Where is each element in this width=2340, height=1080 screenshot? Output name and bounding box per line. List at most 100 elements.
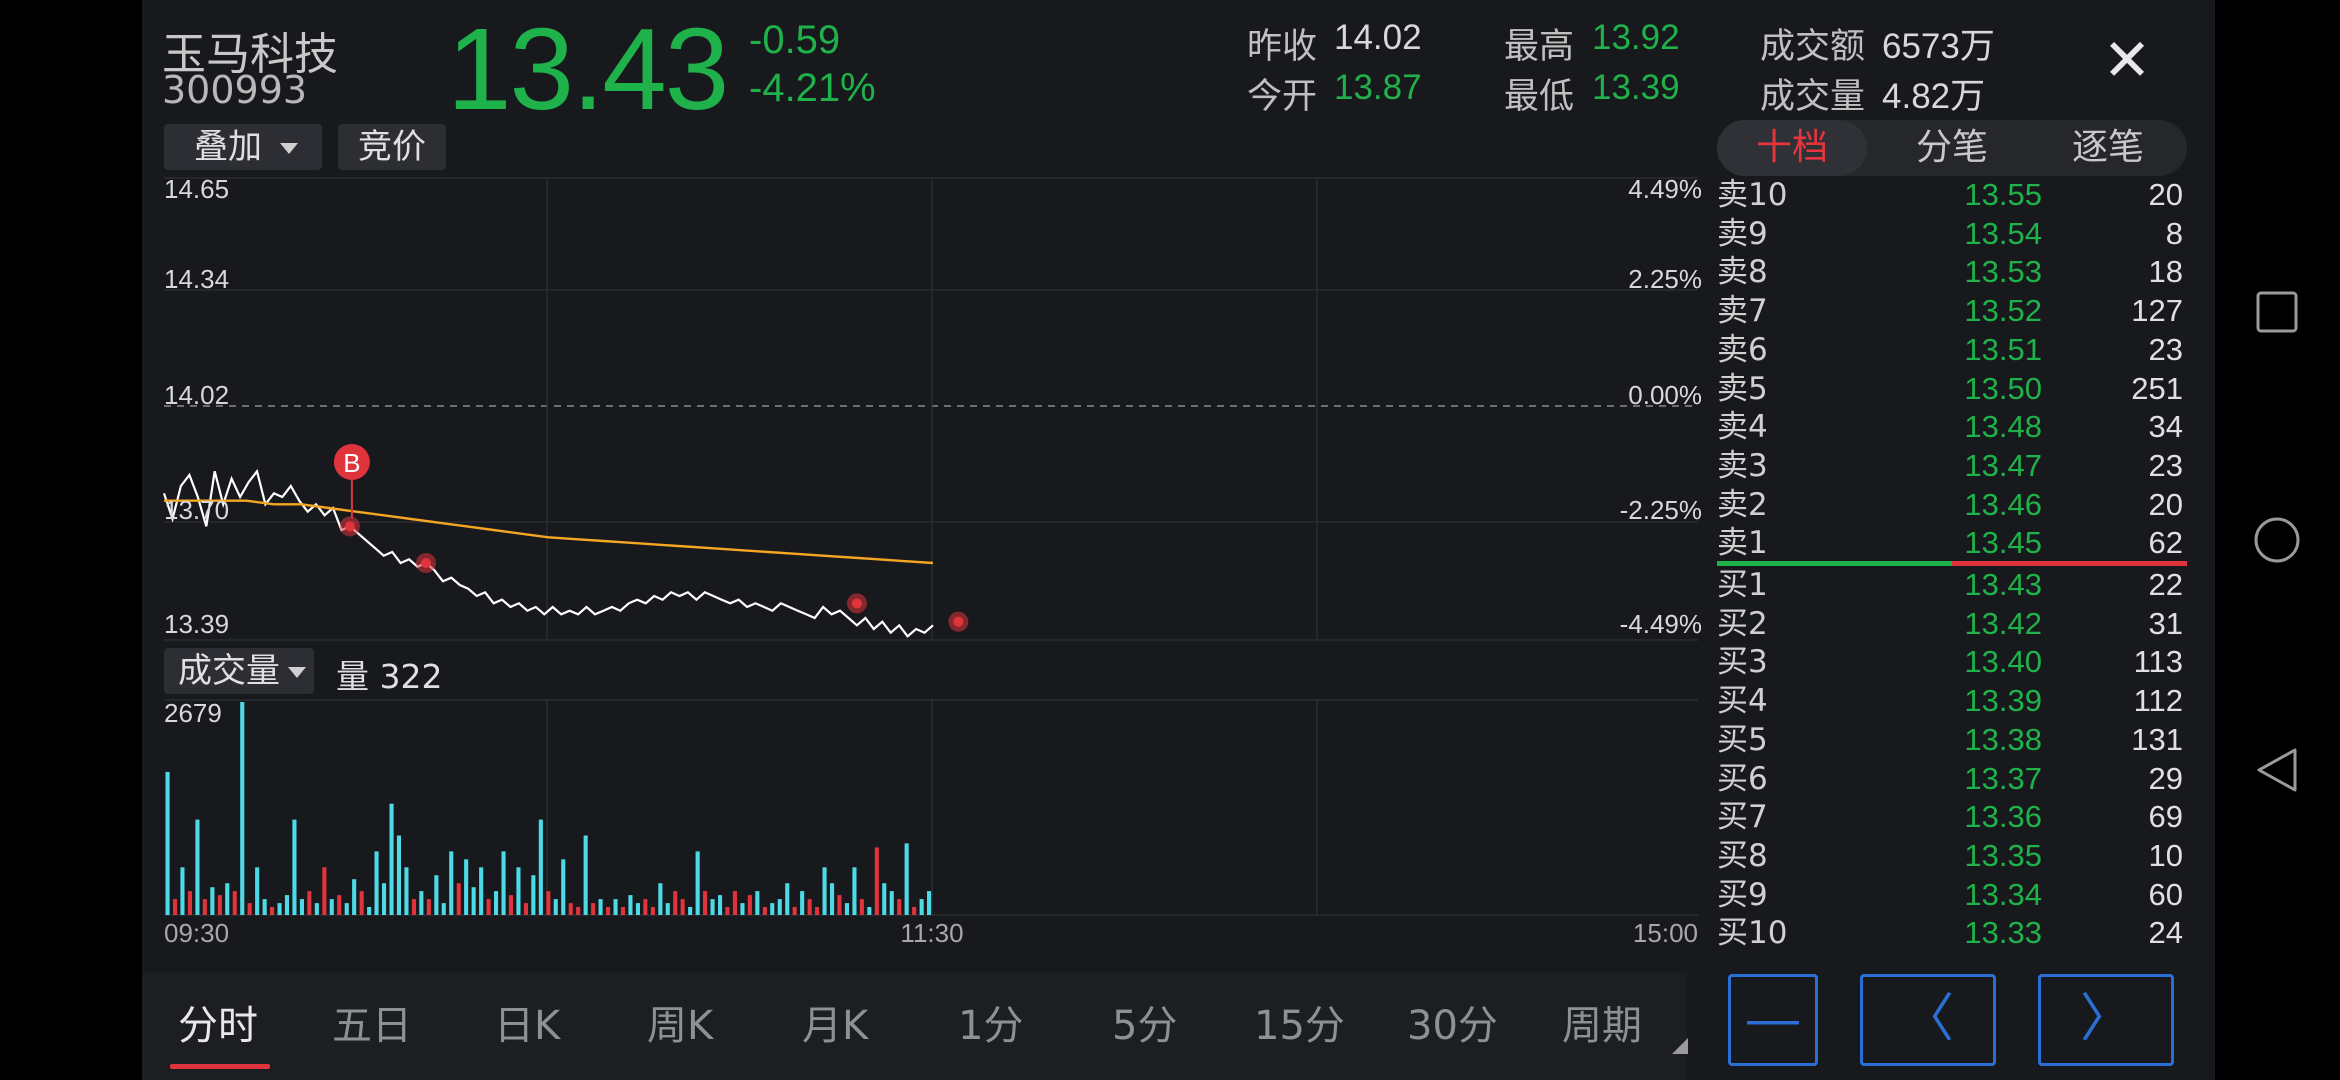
overlay-label: 叠加: [194, 127, 262, 167]
zoom-out-button[interactable]: —: [1728, 974, 1818, 1066]
bid-row[interactable]: 买10 13.33 24: [1717, 914, 2187, 952]
level-label: 卖7: [1717, 293, 1768, 330]
level-label: 买3: [1717, 644, 1768, 681]
prev-button[interactable]: 〈: [1860, 974, 1996, 1066]
volume-bar: [747, 895, 752, 915]
volume-bar: [852, 867, 857, 915]
price-tick-label: 14.34: [164, 264, 229, 294]
volume-bar: [180, 867, 185, 915]
bid-row[interactable]: 买9 13.34 60: [1717, 876, 2187, 914]
volume-bar: [658, 883, 663, 915]
auction-button[interactable]: 竞价: [338, 124, 446, 170]
tab-ten-levels[interactable]: 十档: [1717, 120, 1867, 176]
next-button[interactable]: 〉: [2038, 974, 2174, 1066]
volume-bar: [284, 895, 289, 915]
ask-row[interactable]: 卖6 13.51 23: [1717, 331, 2187, 369]
volume-bar: [523, 903, 528, 915]
volume-bar: [546, 891, 551, 915]
level-price: 13.45: [1964, 525, 2042, 561]
volume-bar: [382, 883, 387, 915]
bid-row[interactable]: 买2 13.42 31: [1717, 605, 2187, 643]
bid-row[interactable]: 买8 13.35 10: [1717, 837, 2187, 875]
period-bar: [142, 972, 1687, 1080]
home-icon[interactable]: [2253, 516, 2301, 564]
volume-bar: [508, 895, 513, 915]
volume-bar: [688, 907, 693, 915]
volume-indicator-dropdown[interactable]: 成交量: [164, 648, 314, 694]
volume-bar: [867, 907, 872, 915]
ask-row[interactable]: 卖1 13.45 62: [1717, 524, 2187, 562]
volume-bar: [561, 859, 566, 915]
ask-row[interactable]: 卖5 13.50 251: [1717, 370, 2187, 408]
volume-label: 成交量: [1760, 77, 1866, 117]
overlay-dropdown[interactable]: 叠加: [164, 124, 322, 170]
level-price: 13.53: [1964, 254, 2042, 290]
price-change: -0.59: [749, 18, 841, 62]
volume-bar: [367, 907, 372, 915]
back-icon[interactable]: [2255, 746, 2299, 794]
level-price: 13.33: [1964, 915, 2042, 951]
period-tab-6[interactable]: 5分: [1112, 1003, 1178, 1049]
price-tick-label: 14.65: [164, 174, 229, 204]
percent-tick-label: 0.00%: [1628, 380, 1702, 410]
bid-row[interactable]: 买1 13.43 22: [1717, 566, 2187, 604]
volume-bar: [494, 891, 499, 915]
level-price: 13.35: [1964, 837, 2042, 873]
ask-row[interactable]: 卖10 13.55 20: [1717, 176, 2187, 214]
bid-row[interactable]: 买7 13.36 69: [1717, 798, 2187, 836]
period-tab-0[interactable]: 分时: [178, 1003, 258, 1049]
period-tab-4[interactable]: 月K: [802, 1003, 869, 1049]
volume-bar: [777, 899, 782, 915]
bid-row[interactable]: 买5 13.38 131: [1717, 721, 2187, 759]
bid-row[interactable]: 买3 13.40 113: [1717, 643, 2187, 681]
volume-bar: [815, 907, 820, 915]
ask-row[interactable]: 卖8 13.53 18: [1717, 253, 2187, 291]
level-quantity: 112: [2133, 683, 2183, 719]
bid-row[interactable]: 买6 13.37 29: [1717, 760, 2187, 798]
level-label: 买10: [1717, 915, 1788, 952]
close-icon[interactable]: ✕: [2102, 26, 2152, 94]
level-quantity: 62: [2148, 525, 2183, 561]
volume-bar: [456, 883, 461, 915]
period-tab-5[interactable]: 1分: [958, 1003, 1024, 1049]
period-tab-9[interactable]: 周期: [1562, 1003, 1642, 1049]
trade-marker-halo: [339, 516, 360, 537]
period-tab-7[interactable]: 15分: [1254, 1003, 1345, 1049]
period-tab-8[interactable]: 30分: [1407, 1003, 1498, 1049]
period-tab-2[interactable]: 日K: [494, 1003, 561, 1049]
volume-bar: [262, 899, 267, 915]
level-label: 卖5: [1717, 370, 1768, 407]
volume-indicator-label: 成交量: [178, 651, 280, 691]
tab-ticks[interactable]: 分笔: [1915, 127, 1988, 168]
volume-bar: [897, 899, 902, 915]
low-label: 最低: [1504, 77, 1575, 117]
period-tab-3[interactable]: 周K: [647, 1003, 714, 1049]
ask-row[interactable]: 卖3 13.47 23: [1717, 447, 2187, 485]
buy-marker-label: B: [343, 448, 360, 478]
volume-bar: [352, 879, 357, 915]
period-tab-1[interactable]: 五日: [332, 1003, 412, 1049]
volume-bar: [785, 883, 790, 915]
ask-row[interactable]: 卖4 13.48 34: [1717, 408, 2187, 446]
volume-bar: [680, 899, 685, 915]
volume-bar: [792, 907, 797, 915]
volume-bars: [165, 702, 932, 915]
buy-marker-badge: [333, 444, 370, 480]
volume-bar: [344, 903, 349, 915]
ask-row[interactable]: 卖9 13.54 8: [1717, 215, 2187, 253]
active-tab-underline: [170, 1064, 270, 1069]
level-price: 13.55: [1964, 177, 2042, 212]
level-quantity: 22: [2148, 567, 2183, 602]
recent-apps-icon[interactable]: [2255, 290, 2299, 334]
volume-bar: [620, 907, 625, 915]
bid-row[interactable]: 买4 13.39 112: [1717, 682, 2187, 720]
percent-tick-label: 2.25%: [1628, 264, 1702, 294]
volume-bar: [807, 899, 812, 915]
high-label: 最高: [1504, 27, 1575, 67]
tab-tick-by-tick[interactable]: 逐笔: [2071, 127, 2144, 168]
ask-row[interactable]: 卖2 13.46 20: [1717, 486, 2187, 524]
volume-bar: [919, 899, 924, 915]
volume-bar: [568, 903, 573, 915]
ask-row[interactable]: 卖7 13.52 127: [1717, 292, 2187, 330]
volume-bar: [822, 867, 827, 915]
